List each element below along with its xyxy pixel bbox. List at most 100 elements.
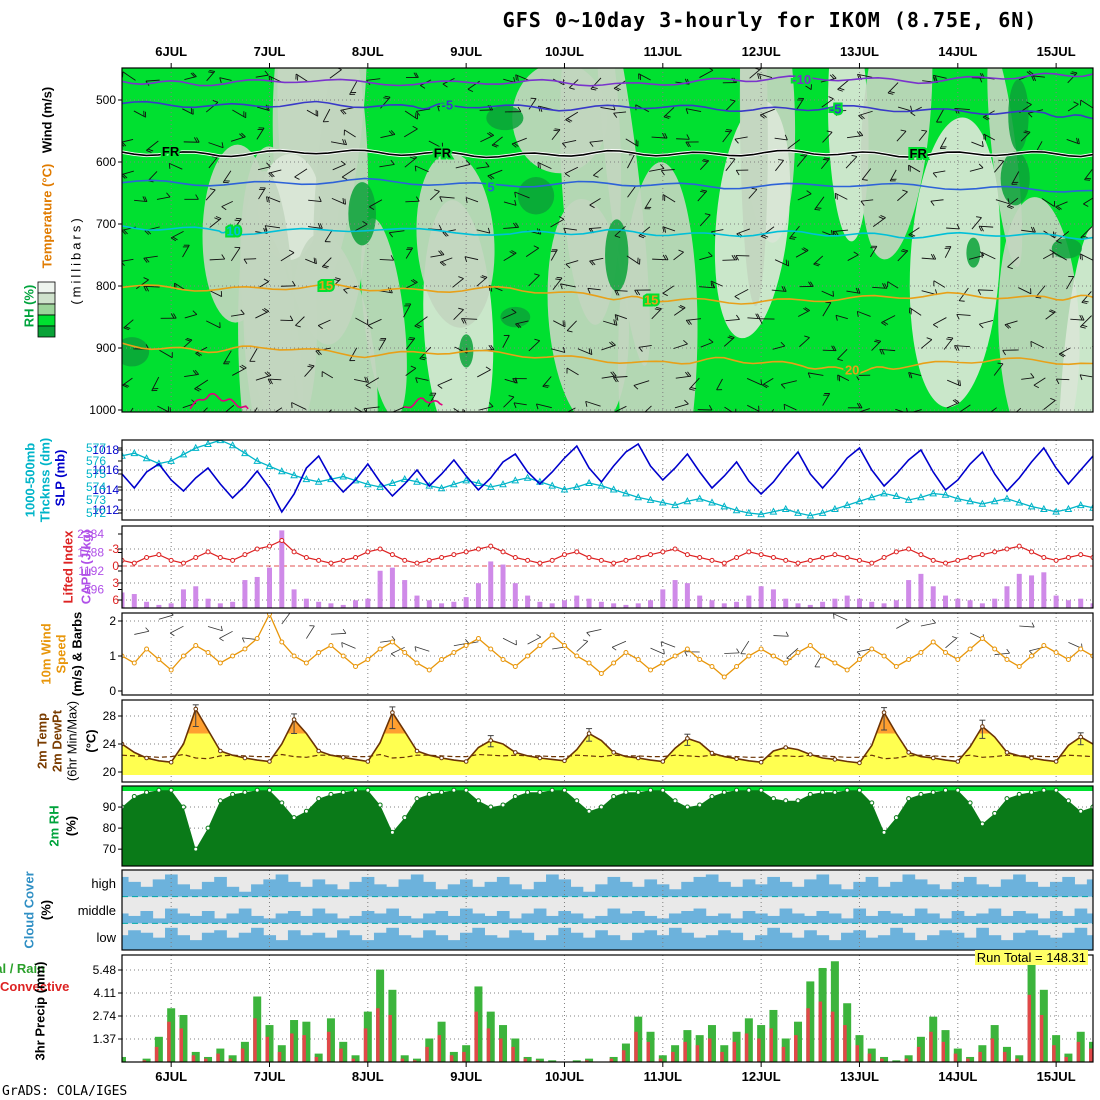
precip-convective-bar <box>302 1035 306 1062</box>
cloud-bar <box>386 927 399 950</box>
cloud-bar <box>632 886 645 897</box>
cloud-bar <box>460 908 473 924</box>
cape-bar <box>783 598 789 608</box>
slp-axis-label: SLP (mb) <box>52 449 68 507</box>
cloud-bar <box>300 886 313 897</box>
cloud-bar <box>582 918 596 924</box>
cape-bar <box>623 604 629 608</box>
precip-convective-bar <box>794 1035 798 1062</box>
cape-bar <box>193 586 199 608</box>
cape-bar <box>906 580 912 608</box>
precip-panel: 5.48 4.11 2.74 1.37 <box>93 954 1094 1067</box>
cape-bar <box>1053 595 1059 608</box>
temp-contour <box>403 397 443 409</box>
cloud-bar <box>1062 915 1075 924</box>
cloud-bar <box>963 876 977 897</box>
cloud-bar <box>816 911 830 924</box>
cloud-bar <box>779 881 793 897</box>
cloud-bar <box>423 913 436 924</box>
precip-total-bar <box>671 1045 680 1062</box>
cloud-bar <box>410 874 424 897</box>
precip-convective-bar <box>720 1051 724 1062</box>
cape-bar <box>131 594 137 608</box>
precip-convective-bar <box>376 1008 380 1062</box>
precip-total-bar <box>351 1055 360 1062</box>
precip-total-bar <box>695 1035 704 1062</box>
x-tick-label: 10JUL <box>544 44 584 59</box>
cape-bar <box>734 601 740 608</box>
cloud-bar <box>140 886 154 897</box>
cloud-row-high: high <box>91 876 116 891</box>
run-total: Run Total = 148.31 <box>974 950 1088 965</box>
y-tick-label: 1018 <box>92 443 119 457</box>
cape-bar <box>168 603 174 608</box>
precip-convective-bar <box>830 1011 835 1062</box>
rh-legend-swatch <box>37 303 56 316</box>
cloud-bar <box>214 876 227 897</box>
cape-bar <box>1029 575 1035 608</box>
cloud-bar <box>853 881 867 897</box>
rh2m-pct-label: (%) <box>63 815 79 837</box>
cloud-bar <box>435 911 449 924</box>
cape-bar <box>451 601 457 608</box>
y-tick-label: 3 <box>112 576 119 590</box>
cloud-bar <box>287 911 301 924</box>
precip-convective-bar <box>1002 1051 1007 1062</box>
minmax-axis-label: (6hr Min/Max) <box>64 700 80 782</box>
precip-convective-bar <box>1039 1014 1044 1062</box>
cloud-bar <box>189 915 203 924</box>
cloud-bar <box>693 908 707 924</box>
x-tick-label: 14JUL <box>938 44 978 59</box>
cape-bar <box>1065 600 1071 608</box>
precip-total-bar <box>142 1058 151 1062</box>
precip-convective-bar <box>1027 994 1032 1062</box>
cloud-bar <box>767 927 780 950</box>
cloud-bar <box>558 879 572 897</box>
precip-convective-bar <box>867 1053 872 1062</box>
precip-convective-bar <box>462 1051 466 1062</box>
precip-total-bar <box>769 1009 778 1062</box>
precip-total-bar <box>892 1060 901 1062</box>
cloud-bar <box>312 879 326 897</box>
cloud-bar <box>742 911 756 924</box>
cloud-bar <box>828 913 842 924</box>
cloud-bar <box>484 935 498 950</box>
cloud-bar <box>324 884 338 897</box>
x-tick-label: 13JUL <box>839 44 879 59</box>
y-tick-label: 5.48 <box>93 963 117 977</box>
y-tick-label: 573 <box>86 493 106 507</box>
cloud-bar <box>902 932 916 950</box>
cape-bar <box>574 595 580 608</box>
cape-bar <box>697 595 703 608</box>
cloud-cover-panel <box>121 869 1094 951</box>
precip-convective-bar <box>400 1058 405 1062</box>
cape-bar <box>684 583 690 608</box>
cloud-bar <box>496 911 510 924</box>
panel-frame <box>121 869 1094 951</box>
cape-bar <box>820 601 826 608</box>
lifted-index-axis-label: Lifted Index <box>60 530 76 604</box>
cape-bar <box>254 576 260 608</box>
precip-total-bar <box>941 1030 950 1062</box>
precip-total-bar <box>609 1056 618 1062</box>
precip-total-bar <box>376 969 385 1062</box>
precip-convective-bar <box>179 1028 183 1062</box>
cloud-bar <box>398 935 412 950</box>
x-tick-label: 8JUL <box>351 1069 384 1084</box>
cloud-bar <box>865 876 879 897</box>
precip-total-bar <box>929 1016 938 1062</box>
precip-total-bar <box>916 1036 925 1062</box>
precip-convective-bar <box>671 1051 675 1062</box>
cloud-bar <box>951 881 965 897</box>
cloud-bar <box>619 881 633 897</box>
cloud-bar <box>644 879 658 897</box>
x-tick-label: 15JUL <box>1036 44 1076 59</box>
cloud-bar <box>804 915 817 924</box>
x-tick-label: 15JUL <box>1036 1069 1076 1084</box>
precip-total-bar <box>794 1021 803 1062</box>
cape-bar <box>279 530 285 608</box>
cape-bar <box>488 561 494 608</box>
cloud-bar <box>152 937 166 950</box>
cloud-bar <box>902 915 916 924</box>
